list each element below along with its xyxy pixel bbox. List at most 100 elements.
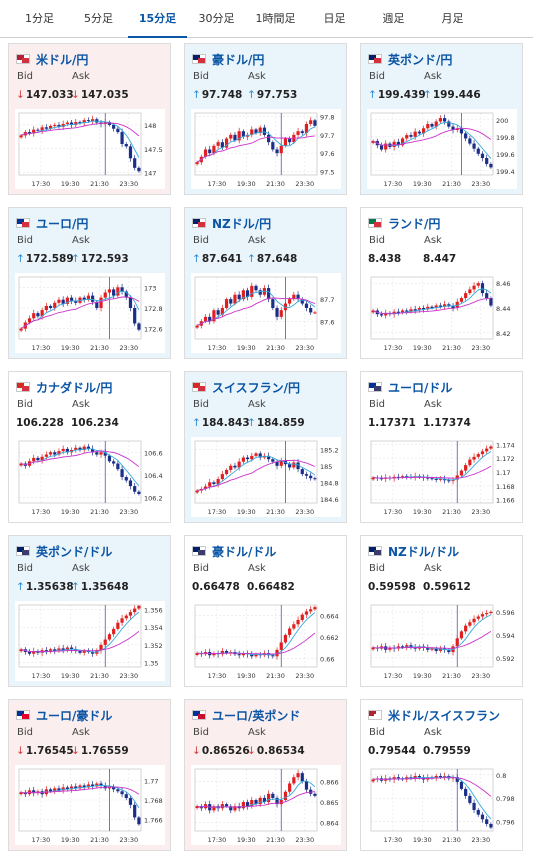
candle-body xyxy=(212,653,216,656)
ask-value: 0.59612 xyxy=(423,581,471,593)
candlestick-chart[interactable]: 1.766 1.768 1.77 17:30 19:30 21:30 23:30 xyxy=(15,765,165,845)
candle-body xyxy=(74,122,78,125)
ask-number: 147.035 xyxy=(80,89,129,101)
tab-4[interactable]: 1時間足 xyxy=(255,12,296,25)
pair-name[interactable]: ユーロ/ドル xyxy=(388,381,453,395)
rate-card[interactable]: 豪ドル/ドル Bid Ask 0.66478 0.66482 0.66 0.662 0.664… xyxy=(184,535,347,687)
pair-name[interactable]: NZドル/円 xyxy=(212,217,272,231)
y-tick-label: 184.8 xyxy=(320,479,339,487)
pair-name[interactable]: ユーロ/円 xyxy=(36,217,89,231)
y-tick-label: 0.865 xyxy=(320,799,339,807)
y-tick-label: 173 xyxy=(144,284,156,292)
rate-card[interactable]: ランド/円 Bid Ask 8.438 8.447 8.42 8.44 8.46 17:30 19… xyxy=(360,207,523,359)
candlestick-chart[interactable]: 0.66 0.662 0.664 17:30 19:30 21:30 23:30 xyxy=(191,601,341,681)
pair-name[interactable]: 豪ドル/円 xyxy=(212,53,265,67)
rate-card[interactable]: 米ドル/円 Bid Ask ↓147.033 ↓147.035 147 147.5 148 17… xyxy=(8,43,171,195)
candle-body xyxy=(413,647,417,649)
ma-long-line xyxy=(372,297,491,314)
candle-body xyxy=(69,647,74,650)
y-tick-label: 172.8 xyxy=(144,305,163,313)
x-tick-label: 19:30 xyxy=(237,344,256,352)
candlestick-chart[interactable]: 172.6 172.8 173 17:30 19:30 21:30 23:30 xyxy=(15,273,165,353)
candle-body xyxy=(137,323,141,330)
candle-body xyxy=(237,461,241,468)
candle-body xyxy=(133,804,137,818)
x-tick-label: 23:30 xyxy=(119,508,138,516)
y-tick-label: 1.168 xyxy=(496,483,515,491)
candlestick-chart[interactable]: 87.6 87.7 17:30 19:30 21:30 23:30 xyxy=(191,273,341,353)
candle-body xyxy=(137,167,141,172)
arrow-up-icon: ↑ xyxy=(192,417,201,429)
rate-card[interactable]: ユーロ/英ポンド Bid Ask ↓0.86526 ↓0.86534 0.864 0.865… xyxy=(184,699,347,851)
tab-6[interactable]: 週足 xyxy=(382,12,405,25)
tab-0[interactable]: 1分足 xyxy=(25,12,54,25)
ma-short-line xyxy=(372,121,492,159)
bid-number: 0.59598 xyxy=(368,581,416,593)
pair-name[interactable]: カナダドル/円 xyxy=(36,381,113,395)
arrow-up-icon: ↑ xyxy=(16,253,25,265)
rate-card[interactable]: 米ドル/スイスフラン Bid Ask 0.79544 0.79559 0.796 0.798… xyxy=(360,699,523,851)
candlestick-chart[interactable]: 0.864 0.865 0.866 17:30 19:30 21:30 23:30 xyxy=(191,765,341,845)
candlestick-chart[interactable]: 97.5 97.6 97.7 97.8 17:30 19:30 21:30 23:30 xyxy=(191,109,341,189)
candle-body xyxy=(212,145,216,154)
rate-card[interactable]: カナダドル/円 Bid Ask 106.228 106.234 106.2 106.4 106… xyxy=(8,371,171,523)
candle-body xyxy=(32,790,36,794)
candle-body xyxy=(57,648,61,652)
rate-card[interactable]: ユーロ/豪ドル Bid Ask ↓1.76545 ↓1.76559 1.766 1.768 1… xyxy=(8,699,171,851)
pair-name[interactable]: 米ドル/スイスフラン xyxy=(388,709,501,723)
tab-7[interactable]: 月足 xyxy=(441,12,464,25)
candle-body xyxy=(434,478,438,480)
candle-body xyxy=(237,131,241,141)
plot-frame xyxy=(370,440,494,504)
candlestick-chart[interactable]: 184.6 184.8 185 185.2 17:30 19:30 21:30 23:30 xyxy=(191,437,341,517)
pair-name[interactable]: NZドル/ドル xyxy=(388,545,460,559)
candle-body xyxy=(69,786,74,790)
tab-5[interactable]: 日足 xyxy=(323,12,346,25)
ask-label: Ask xyxy=(248,71,266,82)
pair-name[interactable]: ユーロ/豪ドル xyxy=(36,709,113,723)
rate-card[interactable]: 英ポンド/ドル Bid Ask ↑1.35638 ↑1.35648 1.35 1.352 1.… xyxy=(8,535,171,687)
ask-number: 0.59612 xyxy=(423,581,471,593)
rate-card[interactable]: 英ポンド/円 Bid Ask ↑199.439 ↑199.446 199.4 199.6 19… xyxy=(360,43,523,195)
pair-name[interactable]: 英ポンド/ドル xyxy=(36,545,113,559)
pair-name[interactable]: スイスフラン/円 xyxy=(212,381,301,395)
candlestick-chart[interactable]: 1.35 1.352 1.354 1.356 17:30 19:30 21:30 23:30 xyxy=(15,601,165,681)
rate-card[interactable]: 豪ドル/円 Bid Ask ↑97.748 ↑97.753 97.5 97.6 97.7 97.… xyxy=(184,43,347,195)
candlestick-chart[interactable]: 147 147.5 148 17:30 19:30 21:30 23:30 xyxy=(15,109,165,189)
candle-body xyxy=(74,786,78,789)
tab-1[interactable]: 5分足 xyxy=(84,12,113,25)
rate-card[interactable]: ユーロ/円 Bid Ask ↑172.589 ↑172.593 172.6 172.8 173… xyxy=(8,207,171,359)
rate-card[interactable]: NZドル/ドル Bid Ask 0.59598 0.59612 0.592 0.594 0.5… xyxy=(360,535,523,687)
candle-body xyxy=(233,806,237,811)
candle-body xyxy=(99,644,103,651)
candle-body xyxy=(472,456,476,460)
candle-body xyxy=(451,305,455,308)
candlestick-chart[interactable]: 0.592 0.594 0.596 17:30 19:30 21:30 23:30 xyxy=(367,601,517,681)
candle-body xyxy=(468,795,472,803)
candlestick-chart[interactable]: 1.166 1.168 1.17 1.172 1.174 17:30 19:30 21:30 2… xyxy=(367,437,517,517)
candle-body xyxy=(32,457,36,462)
pair-name[interactable]: 英ポンド/円 xyxy=(388,53,453,67)
candlestick-chart[interactable]: 8.42 8.44 8.46 17:30 19:30 21:30 23:30 xyxy=(367,273,517,353)
ask-label: Ask xyxy=(72,399,90,410)
bid-value: ↑87.641 xyxy=(192,253,242,265)
chart-background xyxy=(15,601,165,681)
tab-2[interactable]: 15分足 xyxy=(128,0,187,38)
rate-card[interactable]: NZドル/円 Bid Ask ↑87.641 ↑87.648 87.6 87.7 17:30 1… xyxy=(184,207,347,359)
tab-3[interactable]: 30分足 xyxy=(198,12,235,25)
candle-body xyxy=(480,153,485,159)
candlestick-chart[interactable]: 0.796 0.798 0.8 17:30 19:30 21:30 23:30 xyxy=(367,765,517,845)
rate-card[interactable]: ユーロ/ドル Bid Ask 1.17371 1.17374 1.166 1.168 1.17… xyxy=(360,371,523,523)
x-tick-label: 19:30 xyxy=(237,508,256,516)
candle-body xyxy=(128,612,133,616)
rate-card[interactable]: スイスフラン/円 Bid Ask ↑184.843 ↑184.859 184.6 184.8… xyxy=(184,371,347,523)
candlestick-chart[interactable]: 199.4 199.6 199.8 200 17:30 19:30 21:30 23:30 xyxy=(367,109,517,189)
candle-body xyxy=(82,651,86,653)
candle-body xyxy=(229,134,233,139)
candlestick-chart[interactable]: 106.2 106.4 106.6 17:30 19:30 21:30 23:30 xyxy=(15,437,165,517)
pair-name[interactable]: ユーロ/英ポンド xyxy=(212,709,301,723)
pair-name[interactable]: 米ドル/円 xyxy=(36,53,89,67)
pair-name[interactable]: ランド/円 xyxy=(388,217,441,231)
pair-name[interactable]: 豪ドル/ドル xyxy=(212,545,277,559)
plot-frame xyxy=(18,440,142,504)
